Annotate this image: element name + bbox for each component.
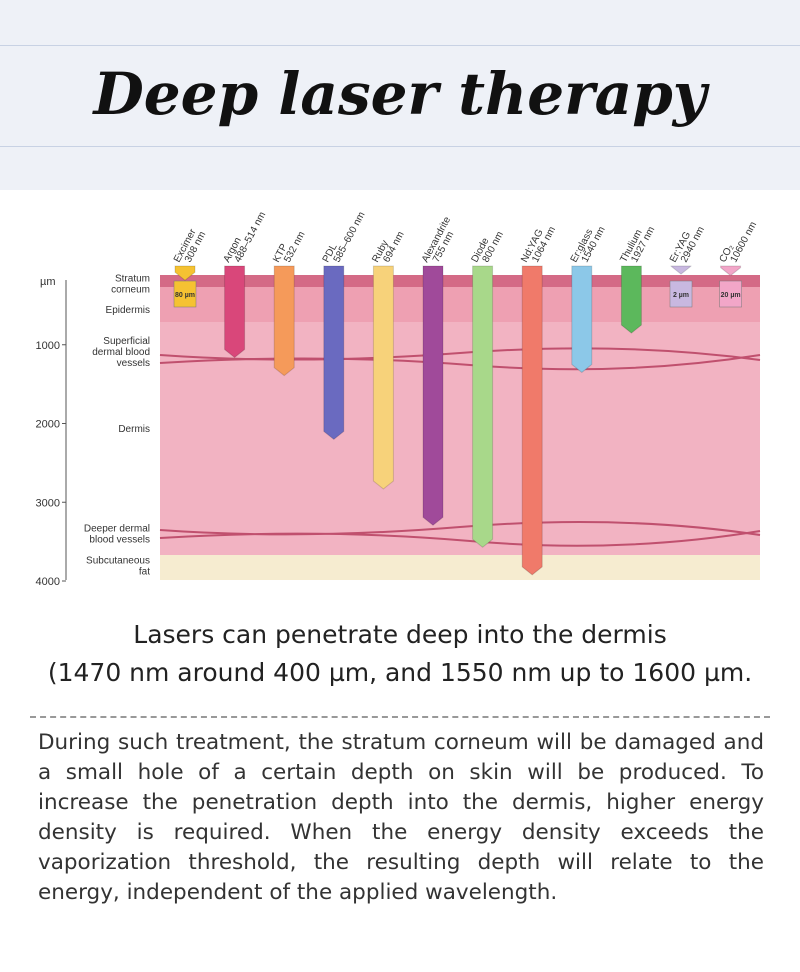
layer-label: dermal blood <box>92 347 150 358</box>
dermis <box>160 322 760 555</box>
laser-wavelength: 488–514 nm <box>233 210 269 264</box>
layer-label: blood vessels <box>89 535 150 546</box>
layer-label: Superficial <box>103 336 150 347</box>
axis-label: µm <box>40 276 56 288</box>
y-tick-label: 4000 <box>36 576 60 588</box>
bar <box>571 265 593 374</box>
bar <box>422 265 444 526</box>
layer-label: Deeper dermal <box>84 524 150 535</box>
layer-label: Epidermis <box>106 305 150 316</box>
layer-label: Subcutaneous <box>86 556 150 567</box>
y-tick-label: 1000 <box>36 340 60 352</box>
header-band <box>0 45 800 147</box>
y-tick-label: 2000 <box>36 419 60 431</box>
stratum <box>160 275 760 287</box>
value-label: 2 µm <box>673 292 689 299</box>
badge <box>669 280 693 308</box>
laser-wavelength: 10600 nm <box>729 220 760 264</box>
layer-label: corneum <box>111 285 150 296</box>
layer-label: fat <box>139 567 150 578</box>
bar <box>472 265 494 548</box>
caption: (1470 nm around 400 µm, and 1550 nm up t… <box>47 658 753 687</box>
header: Deep laser therapy <box>0 0 800 190</box>
badge <box>173 280 197 308</box>
bar <box>273 265 295 377</box>
bar <box>224 265 246 359</box>
body-text: During such treatment, the stratum corne… <box>38 730 764 905</box>
laser-wavelength: 585–600 nm <box>332 210 368 264</box>
bar <box>620 265 642 334</box>
bar <box>521 265 543 576</box>
bar <box>372 265 394 490</box>
divider <box>30 716 770 718</box>
title: Deep laser therapy <box>93 60 707 128</box>
y-tick-label: 3000 <box>36 497 60 509</box>
caption: Lasers can penetrate deep into the dermi… <box>133 620 667 649</box>
layer-label: vessels <box>117 358 150 369</box>
bar <box>174 265 196 281</box>
layer-label: Dermis <box>118 424 150 435</box>
layer-label: Stratum <box>115 274 150 285</box>
badge <box>719 280 742 308</box>
vessels <box>159 347 761 547</box>
epidermis <box>160 287 760 322</box>
bar <box>720 265 742 277</box>
bar <box>670 265 692 275</box>
value-label: 20 µm <box>721 292 741 299</box>
value-label: 80 µm <box>175 292 195 299</box>
bar <box>323 265 345 441</box>
fat <box>160 555 760 580</box>
